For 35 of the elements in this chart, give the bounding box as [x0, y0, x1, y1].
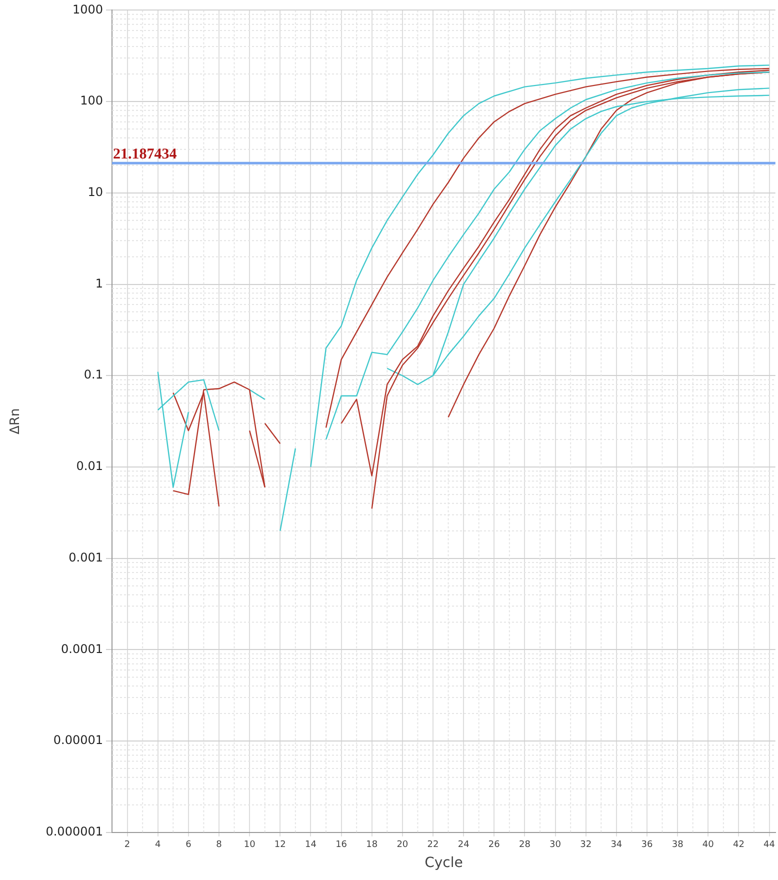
x-tick-label: 4 — [154, 840, 161, 850]
y-tick-label: 10 — [88, 185, 103, 200]
x-tick-label: 40 — [702, 840, 714, 850]
x-tick-label: 36 — [641, 840, 653, 850]
y-tick-label: 0.001 — [68, 550, 103, 564]
x-tick-label: 26 — [488, 840, 500, 850]
y-tick-label: 0.000001 — [46, 824, 103, 839]
x-tick-label: 2 — [124, 840, 130, 850]
y-axis-title: ΔRn — [8, 408, 24, 434]
x-tick-label: 10 — [244, 840, 256, 850]
x-tick-label: 16 — [336, 840, 348, 850]
x-tick-label: 32 — [580, 840, 592, 850]
x-tick-label: 34 — [610, 840, 622, 850]
x-tick-label: 44 — [764, 840, 776, 850]
y-tick-label: 0.01 — [76, 459, 103, 474]
x-tick-label: 42 — [732, 840, 744, 850]
x-tick-label: 30 — [550, 840, 562, 850]
x-tick-label: 22 — [427, 840, 439, 850]
x-tick-label: 6 — [186, 840, 192, 850]
x-tick-label: 18 — [366, 840, 378, 850]
x-tick-label: 12 — [274, 840, 286, 850]
y-tick-label: 0.00001 — [53, 733, 103, 748]
y-tick-label: 0.1 — [84, 368, 103, 382]
x-tick-label: 8 — [216, 840, 222, 850]
y-tick-label: 1000 — [72, 2, 103, 16]
x-tick-label: 28 — [518, 840, 531, 850]
y-tick-label: 100 — [80, 94, 103, 108]
y-tick-label: 0.0001 — [61, 642, 103, 656]
x-tick-label: 20 — [396, 840, 408, 850]
x-axis-title: Cycle — [424, 855, 463, 872]
y-tick-label: 1 — [95, 276, 103, 290]
x-tick-label: 24 — [458, 840, 470, 850]
x-tick-label: 38 — [672, 840, 684, 850]
ref-line-label: 21.187434 — [113, 146, 178, 162]
x-tick-label: 14 — [304, 840, 317, 850]
